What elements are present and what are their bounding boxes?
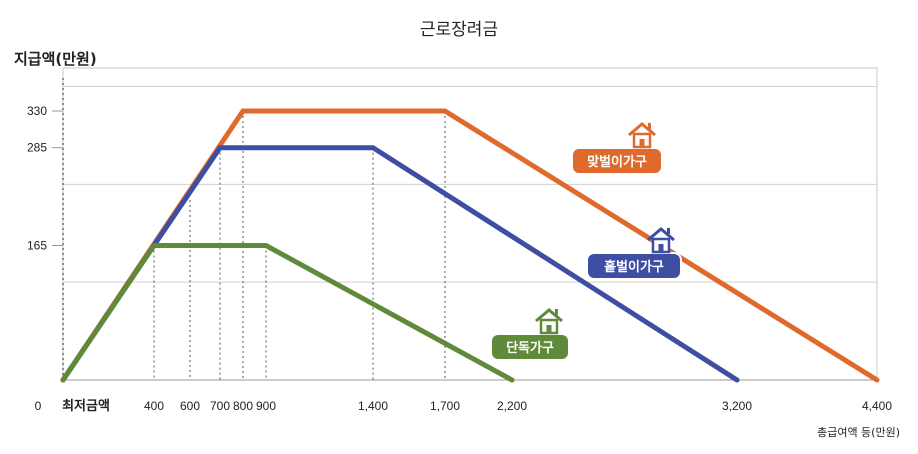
legend-badge-2: 단독가구 xyxy=(490,308,570,361)
house-roof xyxy=(535,308,563,323)
x-tick-label-10: 4,400 xyxy=(862,399,892,413)
house-chimney xyxy=(555,309,558,315)
plot-frame xyxy=(62,67,878,381)
house-icon xyxy=(535,308,563,335)
house-roof xyxy=(647,227,675,242)
x-tick-label-7: 1,700 xyxy=(430,399,460,413)
x-min-label: 최저금액 xyxy=(62,399,110,414)
grid xyxy=(62,67,878,381)
legend-badge-bg-0 xyxy=(571,147,663,175)
guide-lines xyxy=(153,111,446,380)
y-axis-label: 지급액(만원) xyxy=(14,50,97,68)
x-tick-label-5: 900 xyxy=(256,399,276,413)
house-icon xyxy=(647,227,675,254)
tick-labels: 400 600 700 800 900 1,400 1,700 2,200 3,200 4,400… xyxy=(27,104,892,413)
x-tick-label-2: 600 xyxy=(180,399,200,413)
legend-label-1: 홑벌이가구 xyxy=(604,259,664,275)
series-lines xyxy=(60,108,880,383)
y-tick-label-2: 330 xyxy=(27,104,47,118)
house-door xyxy=(546,325,552,333)
house-chimney xyxy=(648,123,651,129)
y-tick-label-1: 285 xyxy=(27,141,47,155)
x-tick-label-9: 3,200 xyxy=(722,399,752,413)
house-door xyxy=(658,244,664,252)
legend-label-0: 맞벌이가구 xyxy=(587,154,647,170)
house-icon xyxy=(628,122,656,149)
legend-badge-bg-1 xyxy=(586,252,682,280)
house-door xyxy=(639,139,645,147)
x-axis-label: 총급여액 등(만원) xyxy=(817,426,900,439)
legend-badge-bg-2 xyxy=(490,333,570,361)
legend-badge-0: 맞벌이가구 xyxy=(571,122,663,175)
legend-badge-1: 홑벌이가구 xyxy=(586,227,682,280)
house-roof xyxy=(628,122,656,137)
x-tick-label-8: 2,200 xyxy=(497,399,527,413)
legend-label-2: 단독가구 xyxy=(506,340,554,356)
chart-title: 근로장려금 xyxy=(420,20,498,40)
y-tick-label-0: 165 xyxy=(27,239,47,253)
house-chimney xyxy=(667,228,670,234)
x-tick-label-3: 700 xyxy=(210,399,230,413)
series-line-2 xyxy=(60,243,515,383)
x-zero-label: 0 xyxy=(35,399,42,413)
x-tick-label-6: 1,400 xyxy=(358,399,388,413)
x-tick-label-4: 800 xyxy=(233,399,253,413)
x-tick-label-1: 400 xyxy=(144,399,164,413)
